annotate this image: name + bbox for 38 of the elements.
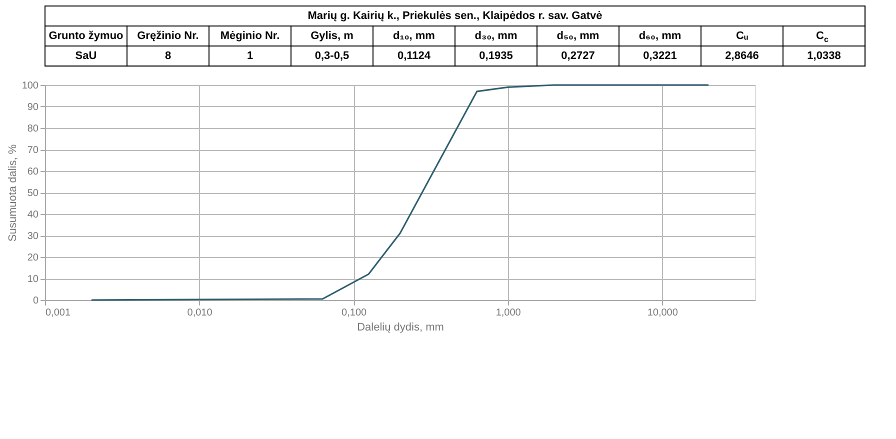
y-tick-label: 70 [27,145,39,156]
text: 0,1935 [479,50,513,62]
text: 0,3221 [643,50,677,62]
text: 0,1124 [397,50,432,62]
text: Grunto žymuo [48,30,124,42]
x-axis-title: Dalelių dydis, mm [357,322,444,334]
y-tick-label: 0 [32,296,39,306]
text: 1 [246,50,254,62]
y-tick-label: 90 [27,102,39,113]
x-tick-label: 1,000 [496,308,522,318]
text: Gylis, m [310,30,354,42]
text: 2,8646 [725,50,759,62]
x-tick-label: 10,000 [647,308,678,318]
text: 8 [164,50,172,62]
text: d₅₀, mm [556,30,600,42]
x-tick-label: 0,010 [187,308,213,318]
text: 0,3-0,5 [314,50,350,62]
y-tick-label: 40 [27,210,39,220]
y-tick-label: 50 [27,188,39,199]
x-tick-label: 0,001 [46,308,71,318]
text: Gręžinio Nr. [137,30,199,42]
y-tick-label: 80 [27,124,39,134]
text: 0,2727 [561,50,595,62]
y-tick-label: 20 [27,252,39,264]
text: SaU [75,50,97,62]
text: Cᵤ [736,30,748,42]
text: Mėginio Nr. [220,30,280,42]
y-axis-title: Susumuota dalis, % [6,144,19,242]
y-tick-label: 100 [22,80,39,92]
y-tick-label: 10 [27,274,39,285]
y-tick-label: 60 [27,166,39,178]
text: d₁₀, mm [393,30,436,42]
text: d₆₀, mm [638,30,682,42]
text: d₃₀, mm [474,30,518,42]
x-tick-label: 0,100 [342,308,368,318]
chart-title: Marių g. Kairių k., Priekulės sen., Klaipėdos r. sav. Gatvė [308,10,602,22]
y-tick-label: 30 [27,231,39,242]
text: 1,0338 [807,50,841,62]
